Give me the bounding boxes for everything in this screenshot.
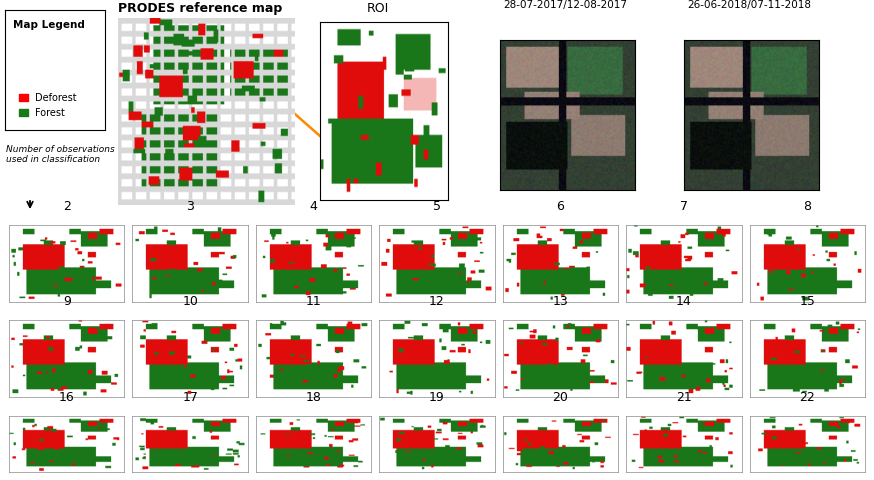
Text: 6: 6 [557,200,565,213]
Text: 8: 8 [803,200,811,213]
Text: 9: 9 [63,295,71,308]
Text: 11: 11 [306,295,322,308]
Text: 20: 20 [552,391,568,404]
Text: 12: 12 [429,295,445,308]
Text: Number of observations
used in classification: Number of observations used in classific… [6,145,114,164]
Text: 16: 16 [59,391,74,404]
Text: 21: 21 [676,391,691,404]
Text: 14: 14 [676,295,691,308]
Text: 19: 19 [429,391,445,404]
Text: 5: 5 [433,200,441,213]
Text: 13: 13 [552,295,568,308]
Text: ROI: ROI [367,2,389,15]
Text: 15: 15 [800,295,815,308]
Text: PRODES reference map: PRODES reference map [118,2,282,15]
Text: 17: 17 [182,391,198,404]
Text: 10: 10 [182,295,198,308]
Text: Map Legend: Map Legend [13,20,85,30]
Text: 22: 22 [800,391,815,404]
Text: 2: 2 [63,200,71,213]
Text: LC8 cube image
28-07-2017/12-08-2017: LC8 cube image 28-07-2017/12-08-2017 [503,0,627,10]
Legend: Deforest, Forest: Deforest, Forest [15,89,80,121]
Text: LC8 cube image
26-06-2018/07-11-2018: LC8 cube image 26-06-2018/07-11-2018 [687,0,811,10]
Text: 3: 3 [186,200,194,213]
Text: 7: 7 [680,200,688,213]
Text: 4: 4 [309,200,317,213]
Text: 18: 18 [306,391,322,404]
